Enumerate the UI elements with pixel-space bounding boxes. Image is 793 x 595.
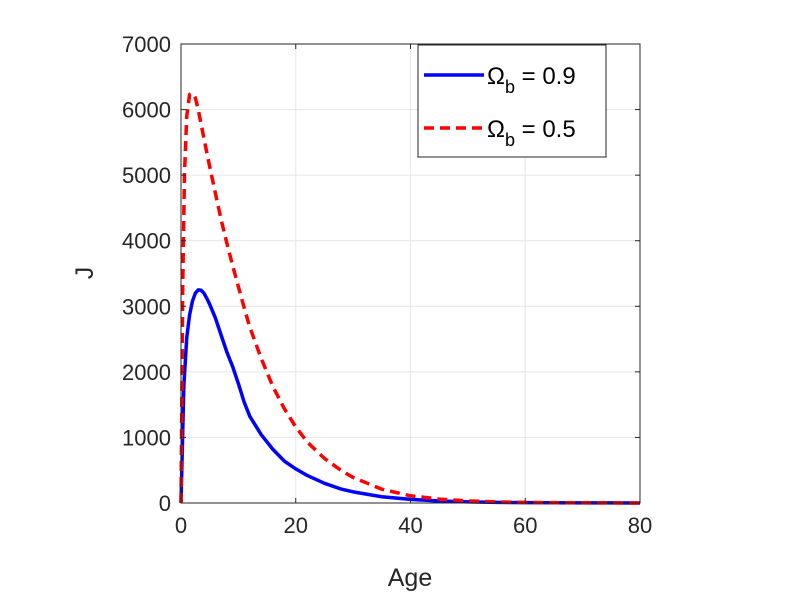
legend-subscript: b [505,130,515,150]
y-tick-label: 2000 [122,360,171,385]
legend-subscript: b [505,77,515,97]
x-tick-label: 80 [628,513,652,538]
x-tick-label: 20 [284,513,308,538]
series-line-2 [179,91,641,505]
legend-entry-series-1: Ωb = 0.9 [487,63,576,97]
legend-symbol: Ω [487,63,505,90]
axis-ticks [180,43,641,504]
legend-value: = 0.5 [515,116,576,143]
y-tick-label: 5000 [122,163,171,188]
tick-labels: 0 20 40 60 80 0 1000 2000 3000 4000 5000 6000 7000 [122,32,652,538]
grid-lines [181,44,640,503]
x-tick-label: 40 [398,513,422,538]
legend-box [417,44,607,158]
y-tick-label: 7000 [122,32,171,57]
x-tick-label: 0 [175,513,187,538]
x-axis-label: Age [388,564,432,592]
y-axis-label: J [71,267,99,280]
y-tick-label: 6000 [122,98,171,123]
y-tick-label: 0 [159,491,171,516]
series-layer [179,91,641,505]
legend-symbol: Ω [487,116,505,143]
legend-entry-series-2: Ωb = 0.5 [487,116,576,150]
y-tick-label: 3000 [122,294,171,319]
y-tick-label: 4000 [122,229,171,254]
y-tick-label: 1000 [122,425,171,450]
x-tick-label: 60 [513,513,537,538]
legend: Ωb = 0.9 Ωb = 0.5 [417,44,607,158]
legend-value: = 0.9 [515,63,576,90]
